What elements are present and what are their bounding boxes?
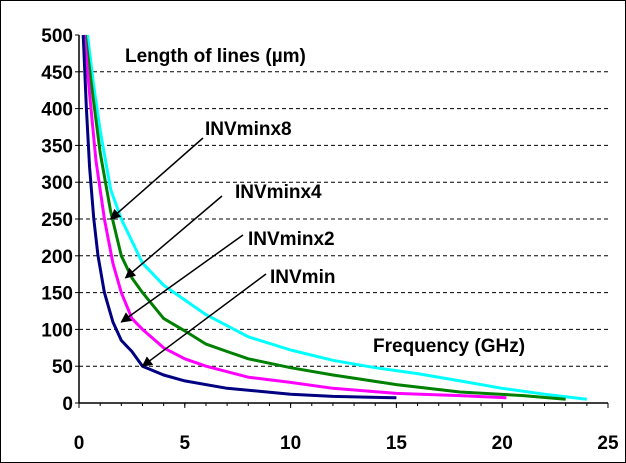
x-tick-label: 25	[597, 433, 619, 454]
series-line	[83, 34, 566, 401]
x-tick-label: 20	[492, 433, 513, 454]
y-axis-title: Length of lines (µm)	[125, 46, 306, 67]
y-tick-label: 450	[41, 63, 73, 84]
x-axis-title: Frequency (GHz)	[373, 336, 525, 357]
y-tick-label: 300	[41, 173, 73, 194]
y-tick-label: 250	[41, 210, 73, 231]
series-layer	[81, 34, 587, 401]
series-label: INVminx4	[235, 182, 322, 203]
y-tick-label: 100	[41, 320, 73, 341]
y-tick-label: 150	[41, 284, 73, 305]
y-tick-label: 50	[52, 357, 73, 378]
series-label-arrow	[141, 273, 267, 367]
series-label-arrow	[124, 195, 223, 279]
y-tick-label: 500	[41, 26, 73, 47]
x-tick-label: 5	[180, 433, 191, 454]
axis-layer: 0 50 100 150 200 250 300 350 400 450 500 0 5 10 15 20 25	[41, 26, 619, 454]
x-tick-label: 15	[386, 433, 408, 454]
x-tick-label: 10	[280, 433, 301, 454]
series-line	[82, 34, 507, 400]
series-label: INVminx2	[248, 229, 335, 250]
series-label: INVminx8	[205, 119, 292, 140]
x-tick-label: 0	[74, 433, 85, 454]
series-label-arrow	[120, 234, 244, 323]
grid-layer	[79, 71, 608, 367]
y-tick-label: 0	[62, 394, 73, 415]
y-tick-label: 200	[41, 247, 73, 268]
series-label: INVmin	[270, 267, 335, 288]
y-tick-label: 400	[41, 100, 73, 121]
y-tick-label: 350	[41, 136, 73, 157]
annotation-layer: INVmin INVminx2 INVminx4 INVminx8	[109, 119, 335, 367]
series-line	[81, 34, 397, 400]
series-label-arrow	[109, 137, 204, 220]
series-line	[86, 34, 587, 401]
